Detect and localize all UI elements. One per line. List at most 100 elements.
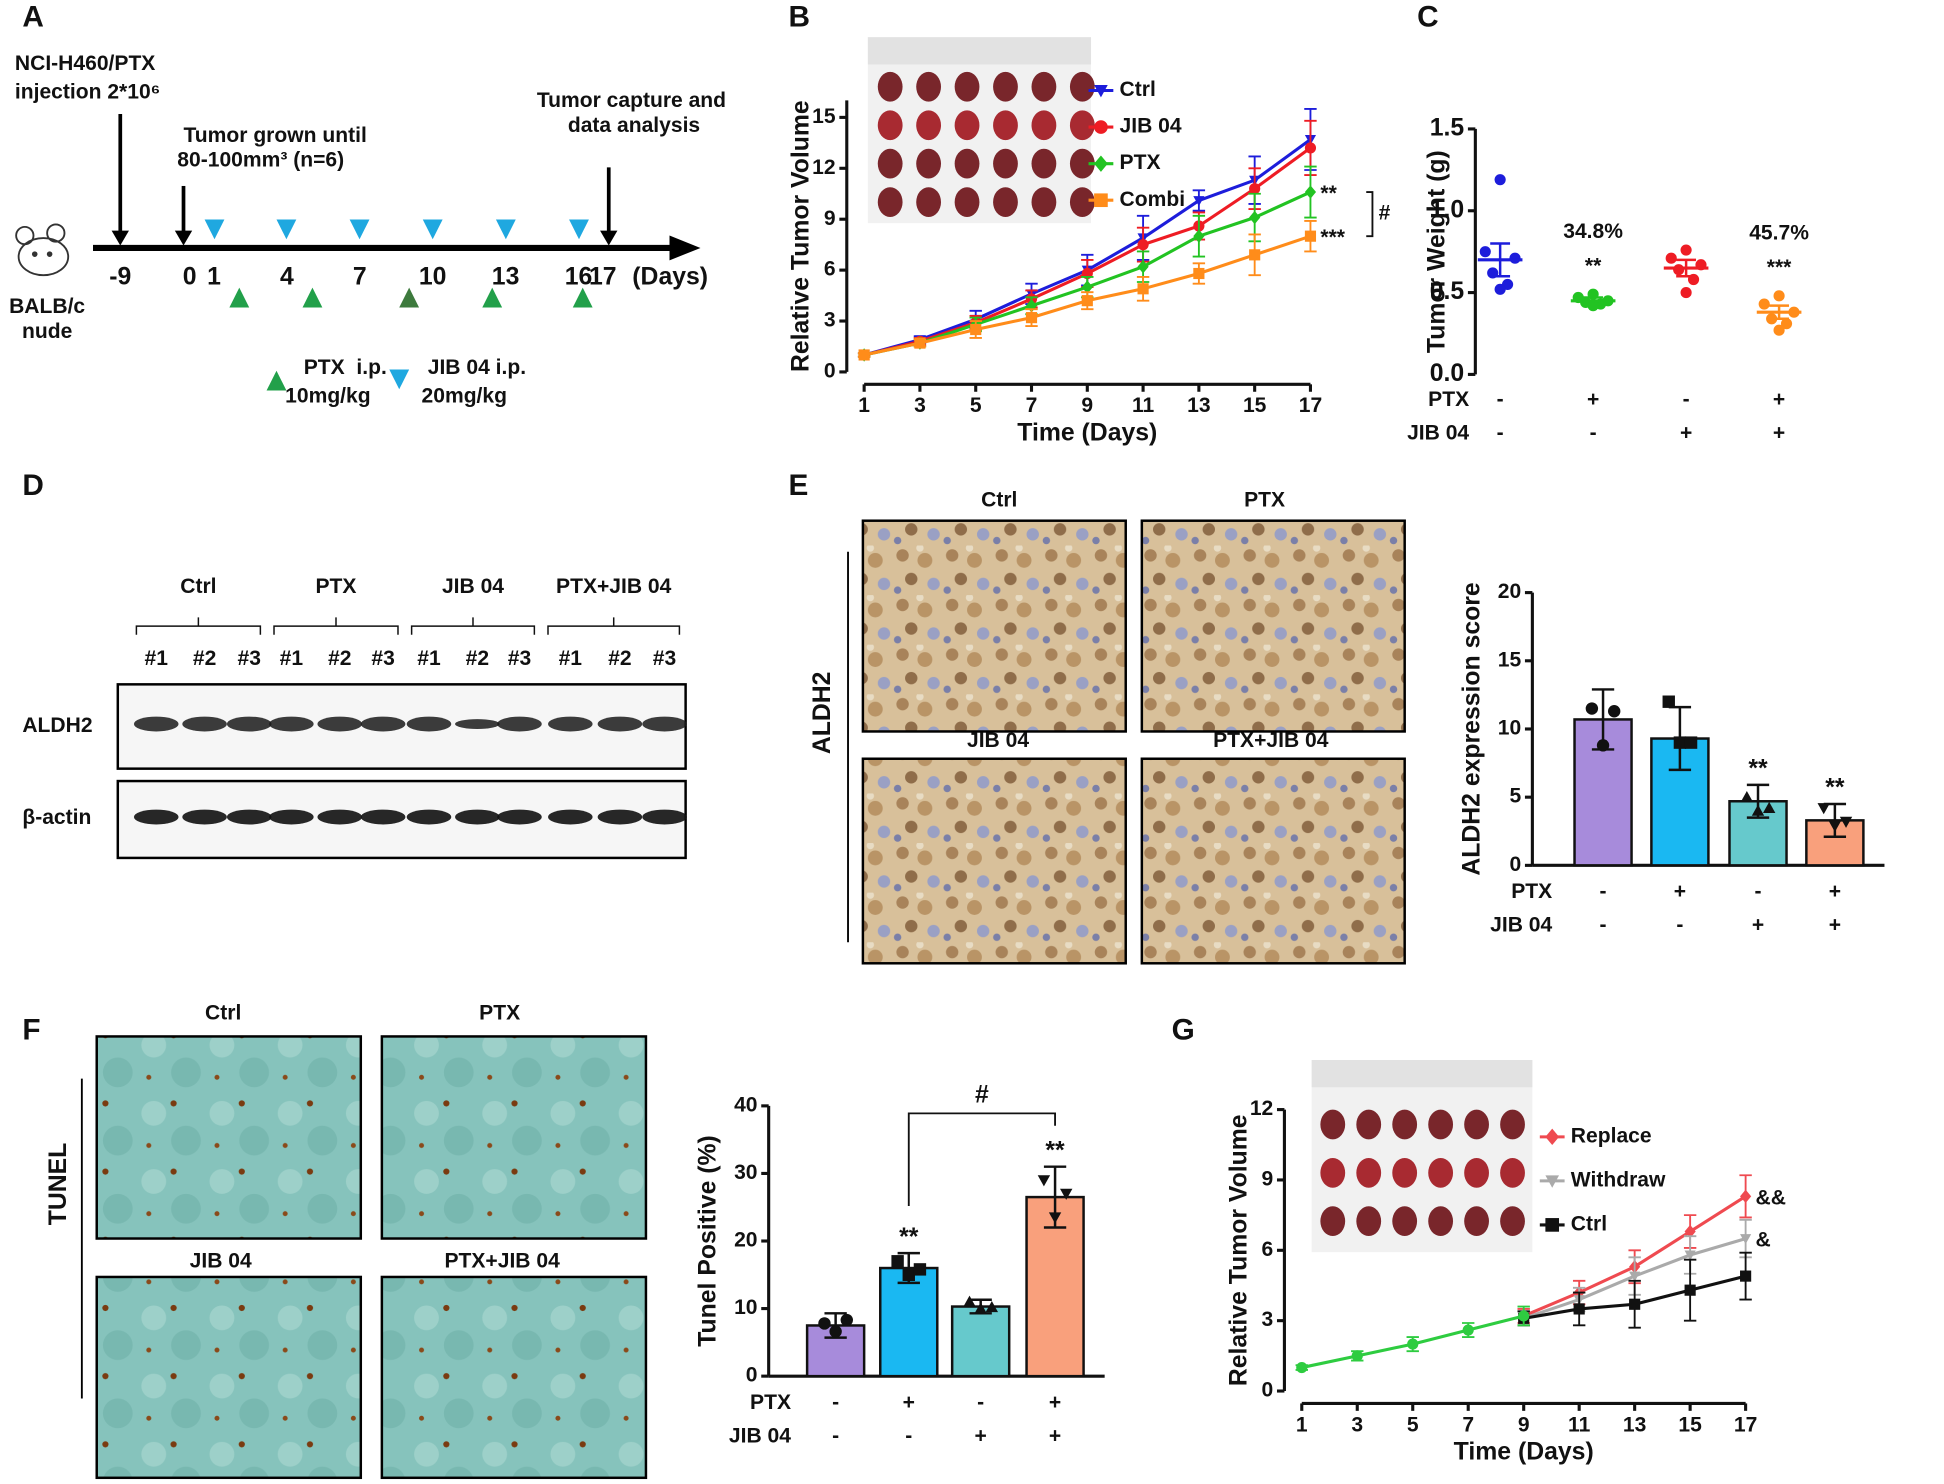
legend-text: Combi [1120,188,1186,211]
y-tick-label: 0 [746,1364,758,1387]
sign: - [1600,914,1607,937]
marker [1773,290,1785,302]
sign: + [903,1391,915,1414]
y-tick-label: 0.5 [1430,278,1465,305]
legend-text: 10mg/kg [285,384,370,407]
y-tick-label: 1.0 [1430,196,1464,223]
x-tick-label: 5 [970,394,982,417]
sem-bar [1676,258,1697,278]
bar [1025,1195,1085,1378]
tumor [1069,71,1095,102]
annotation: data analysis [568,114,700,137]
significance: # [975,1082,989,1109]
band [406,809,452,825]
marker [840,1313,853,1327]
marker [902,1268,915,1281]
ihc-image [1140,519,1406,733]
marker [914,337,926,349]
sign: - [1497,421,1504,444]
sign: - [977,1391,984,1414]
y-tick-label: 5 [1509,785,1521,808]
day-label: 7 [353,263,367,290]
legend-text: Ctrl [1120,78,1156,101]
stain-label: TUNEL [45,1143,72,1226]
lane-label: #3 [237,647,260,670]
tumor [993,110,1018,141]
marker [1740,1234,1752,1245]
tumor [1031,71,1057,102]
panel-label: C [1417,0,1439,33]
x-tick-label: 17 [1734,1413,1757,1436]
arrows [118,114,611,234]
legend-text: JIB 04 [1120,115,1182,138]
legend-marker [1094,120,1108,134]
marker [985,1301,999,1313]
image-title: JIB 04 [967,729,1029,752]
marker [1773,324,1785,336]
x-tick-label: 11 [1132,394,1155,417]
y-tick-label: 0 [824,359,836,382]
sign: - [832,1424,839,1447]
marker [1137,283,1149,295]
marker [963,1295,976,1307]
day-label: 16 [565,263,593,290]
tumor [1356,1109,1382,1140]
marker [1193,229,1205,243]
band [548,716,593,732]
sign: + [1773,421,1785,444]
legend-text: Ctrl [1571,1212,1607,1235]
image-title: PTX+JIB 04 [444,1250,560,1273]
sign: + [1752,914,1764,937]
tumor [1500,1157,1525,1188]
bar [879,1266,939,1378]
day-label: 13 [492,263,520,290]
row-label: JIB 04 [1407,421,1469,444]
legend-marker [1545,1218,1560,1232]
legend-text: JIB 04 i.p. [428,356,526,379]
row-label: JIB 04 [729,1424,791,1447]
marker [1751,804,1765,816]
annotation: nude [22,320,72,343]
legend-marker [1094,155,1108,172]
tumor [1500,1206,1525,1237]
y-tick-label: 12 [1250,1097,1273,1120]
legend-marker [1545,1128,1560,1146]
marker [1407,1338,1419,1350]
sign: + [1587,388,1599,411]
legend-text: Replace [1571,1124,1652,1147]
tumor [1031,187,1057,217]
tumor [954,148,980,179]
band [455,809,500,825]
sign: - [1676,914,1683,937]
ihc-image [861,519,1127,733]
marker [1304,185,1317,199]
panel-label: F [22,1013,40,1046]
stain-label: ALDH2 [809,672,836,755]
tumor [1356,1157,1382,1188]
marker [1780,318,1793,330]
day-label: 1 [207,263,221,290]
sign: + [1829,880,1841,903]
tumor [1428,1109,1454,1140]
sign: + [1049,1391,1061,1414]
marker [1596,739,1610,752]
y-axis-label: Tunel Positive (%) [695,1135,722,1347]
annotation: BALB/c [9,295,85,318]
tumor [877,148,903,179]
band [182,716,227,732]
marker [913,1263,927,1276]
tumor [1392,1109,1418,1140]
marker [1249,210,1261,225]
band [226,809,272,825]
tumor [1392,1206,1418,1237]
y-tick-label: 3 [824,309,836,332]
annotation: 34.8% [1563,220,1623,243]
ruler [1311,1060,1533,1088]
day-label: 17 [589,263,617,290]
band [597,809,643,825]
tumor [916,148,942,179]
marker [1509,252,1521,264]
x-tick-label: 5 [1407,1413,1419,1436]
y-tick-label: 30 [734,1161,757,1184]
band [642,809,687,825]
